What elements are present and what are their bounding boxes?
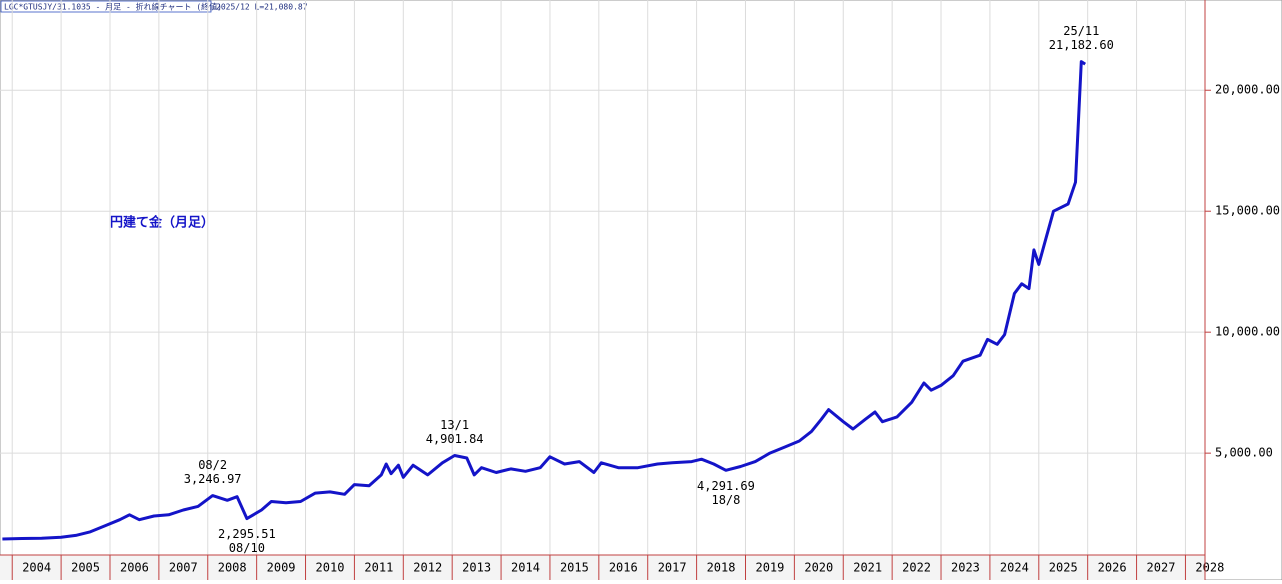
- x-axis-strip: [0, 555, 1205, 580]
- x-tick-label: 2006: [120, 561, 149, 575]
- x-tick-label: 2005: [71, 561, 100, 575]
- value-label: 21,182.60: [1049, 38, 1114, 52]
- price-line: [2, 60, 1087, 541]
- x-tick-label: 2004: [22, 561, 51, 575]
- x-tick-label: 2013: [462, 561, 491, 575]
- x-tick-label: 2019: [755, 561, 784, 575]
- x-tick-label: 2020: [804, 561, 833, 575]
- x-tick-label: 2022: [902, 561, 931, 575]
- annotation: 円建て金（月足）: [110, 215, 214, 231]
- x-tick-label: 2024: [1000, 561, 1029, 575]
- date-label: 08/10: [229, 541, 265, 555]
- date-label: 25/11: [1063, 24, 1099, 38]
- x-tick-label: 2015: [560, 561, 589, 575]
- header-info: 2025/12 L=21,080.87: [216, 3, 308, 12]
- value-label: 4,291.69: [697, 479, 755, 493]
- value-label: 3,246.97: [184, 472, 242, 486]
- x-tick-label: 2014: [511, 561, 540, 575]
- header: LGC*GTUSJY/31.1035 - 月足 - 折れ線チャート (終値): [4, 2, 222, 12]
- value-label: 2,295.51: [218, 527, 276, 541]
- x-tick-label: 2018: [707, 561, 736, 575]
- x-tick-label: 2026: [1098, 561, 1127, 575]
- y-tick-label: 10,000.00: [1215, 325, 1280, 339]
- x-tick-label: 2011: [364, 561, 393, 575]
- x-tick-label: 2007: [169, 561, 198, 575]
- x-tick-label: 2023: [951, 561, 980, 575]
- date-label: 08/2: [198, 458, 227, 472]
- date-label: 13/1: [440, 418, 469, 432]
- x-tick-label: 2008: [218, 561, 247, 575]
- x-tick-label: 2010: [316, 561, 345, 575]
- date-label: 18/8: [711, 493, 740, 507]
- y-tick-label: 20,000.00: [1215, 83, 1280, 97]
- x-tick-label: 2009: [267, 561, 296, 575]
- x-tick-label: 2021: [853, 561, 882, 575]
- x-tick-label: 2025: [1049, 561, 1078, 575]
- value-label: 4,901.84: [426, 432, 484, 446]
- x-tick-label: 2017: [658, 561, 687, 575]
- x-tick-label: 2016: [609, 561, 638, 575]
- y-tick-label: 5,000.00: [1215, 446, 1273, 460]
- grid: [0, 0, 1205, 555]
- header-box: [0, 0, 212, 13]
- x-tick-label: 2012: [413, 561, 442, 575]
- x-tick-label: 2027: [1147, 561, 1176, 575]
- y-tick-label: 15,000.00: [1215, 204, 1280, 218]
- x-tick-label: 2028: [1195, 561, 1224, 575]
